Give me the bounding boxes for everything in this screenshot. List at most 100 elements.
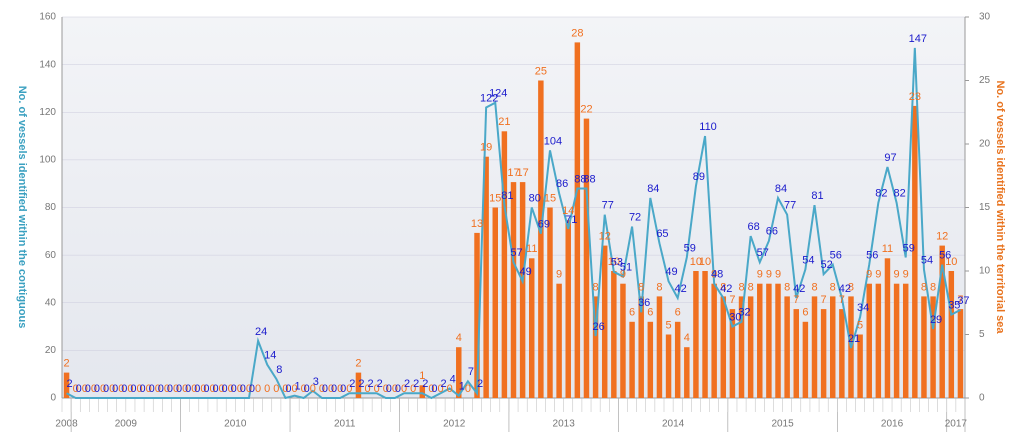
y-tick-label: 120 (39, 107, 56, 118)
bar-value-label: 0 (146, 383, 152, 395)
bar-value-label: 7 (821, 294, 827, 306)
bar (456, 347, 462, 398)
bar-value-label: 9 (875, 269, 881, 281)
bar (875, 283, 882, 398)
line-value-label: 69 (538, 219, 550, 231)
line-value-label: 2 (358, 378, 364, 390)
line-value-label: 52 (820, 259, 832, 271)
bar (793, 309, 799, 398)
bar (939, 245, 945, 398)
year-label: 2012 (443, 419, 466, 430)
line-value-label: 0 (304, 383, 310, 395)
bar (647, 321, 654, 398)
bar-value-label: 0 (392, 383, 398, 395)
line-value-label: 36 (638, 297, 650, 309)
line-value-label: 124 (489, 88, 507, 100)
bar (757, 283, 763, 398)
line-value-label: 2 (413, 378, 419, 390)
bar (884, 258, 891, 398)
line-value-label: 2 (404, 378, 410, 390)
bar-value-label: 15 (544, 192, 556, 204)
line-value-label: 81 (811, 190, 823, 202)
line-value-label: 30 (729, 311, 741, 323)
bar (839, 309, 845, 398)
line-value-label: 32 (738, 307, 750, 319)
bar-value-label: 5 (857, 319, 863, 331)
line-value-label: 88 (574, 173, 586, 185)
bar (775, 283, 781, 398)
bar-value-label: 19 (480, 142, 492, 154)
bar-value-label: 4 (684, 332, 690, 344)
line-value-label: 59 (684, 242, 696, 254)
line-value-label: 89 (693, 171, 705, 183)
line-value-label: 59 (903, 242, 915, 254)
year-label: 2017 (945, 419, 968, 430)
bar-value-label: 9 (556, 269, 562, 281)
bar-value-label: 0 (109, 383, 115, 395)
bar (483, 156, 489, 398)
year-label: 2013 (553, 419, 576, 430)
line-value-label: 7 (468, 366, 474, 378)
line-value-label: 0 (130, 383, 136, 395)
line-value-label: 0 (203, 383, 209, 395)
line-value-label: 104 (544, 135, 562, 147)
bar-value-label: 8 (720, 281, 726, 293)
bar (957, 309, 964, 398)
bar-value-label: 0 (383, 383, 389, 395)
line-value-label: 0 (139, 383, 145, 395)
line (66, 47, 961, 400)
y2-tick-label: 5 (979, 329, 985, 340)
bar-value-label: 9 (620, 269, 626, 281)
bar-value-label: 0 (91, 383, 97, 395)
bar (538, 80, 544, 398)
line-value-label: 84 (647, 183, 659, 195)
bar (802, 321, 809, 398)
y-tick-label: 20 (45, 345, 57, 356)
bar (492, 207, 498, 398)
line-value-label: 34 (857, 302, 869, 314)
line-value-label: 0 (285, 383, 291, 395)
line-value-label: 54 (802, 254, 814, 266)
bar (684, 347, 690, 398)
line-value-label: 0 (158, 383, 164, 395)
bar (547, 207, 553, 398)
line-value-label: 0 (322, 383, 328, 395)
line-value-label: 81 (501, 190, 513, 202)
line-value-label: 0 (176, 383, 182, 395)
bar-value-label: 0 (127, 383, 133, 395)
line-value-label: 65 (656, 228, 668, 240)
line-value-label: 0 (167, 383, 173, 395)
line-value-label: 1 (295, 381, 301, 393)
bar-value-label: 14 (562, 205, 574, 217)
line-value-label: 0 (212, 383, 218, 395)
bar-value-label: 0 (328, 383, 334, 395)
bar-value-label: 10 (690, 256, 702, 268)
bar-value-label: 4 (456, 332, 462, 344)
y2-tick-label: 10 (979, 266, 991, 277)
bar-value-label: 0 (374, 383, 380, 395)
bar-value-label: 0 (191, 383, 197, 395)
bar (866, 283, 872, 398)
line-value-label: 82 (875, 188, 887, 200)
line-value-label: 24 (255, 326, 267, 338)
y2-tick-label: 25 (979, 75, 991, 86)
line-value-label: 84 (775, 183, 787, 195)
line-value-label: 57 (510, 247, 522, 259)
bar-value-label: 8 (784, 281, 790, 293)
bar (738, 296, 745, 398)
bar (830, 296, 836, 398)
bar-value-label: 8 (830, 281, 836, 293)
line-value-label: 66 (766, 226, 778, 238)
bar-value-label: 0 (200, 383, 206, 395)
line-value-label: 2 (377, 378, 383, 390)
line-value-label: 0 (249, 383, 255, 395)
bar-value-label: 0 (100, 383, 106, 395)
line-value-label: 0 (395, 383, 401, 395)
year-label: 2011 (334, 419, 356, 430)
year-label: 2015 (771, 419, 794, 430)
bar (474, 232, 480, 398)
y-tick-label: 140 (39, 59, 56, 70)
bar-value-label: 0 (136, 383, 142, 395)
line-value-label: 2 (66, 378, 72, 390)
